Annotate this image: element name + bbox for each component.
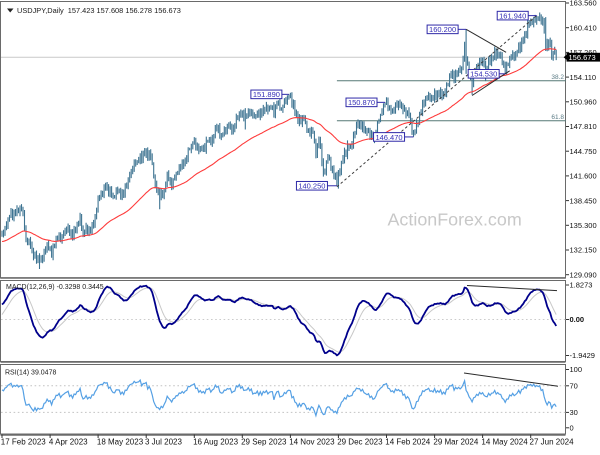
svg-text:61.8: 61.8 <box>551 114 564 121</box>
svg-text:100: 100 <box>570 365 583 374</box>
svg-text:4 Apr 2023: 4 Apr 2023 <box>49 437 88 446</box>
svg-text:38.2: 38.2 <box>551 74 564 81</box>
svg-text:14 May 2024: 14 May 2024 <box>481 437 528 446</box>
svg-text:154.530: 154.530 <box>470 70 497 79</box>
svg-text:140.250: 140.250 <box>298 182 325 191</box>
svg-text:160.410: 160.410 <box>570 23 597 32</box>
svg-text:144.750: 144.750 <box>570 147 597 156</box>
svg-text:132.150: 132.150 <box>570 246 597 255</box>
svg-text:0.00: 0.00 <box>570 315 585 324</box>
svg-text:16 Aug 2023: 16 Aug 2023 <box>193 437 238 446</box>
svg-text:147.810: 147.810 <box>570 122 597 131</box>
svg-text:0: 0 <box>570 423 574 432</box>
svg-text:3 Jul 2023: 3 Jul 2023 <box>145 437 182 446</box>
svg-text:160.200: 160.200 <box>429 25 456 34</box>
svg-text:163.560: 163.560 <box>570 0 597 8</box>
svg-text:27 Jun 2024: 27 Jun 2024 <box>530 437 575 446</box>
svg-text:14 Feb 2024: 14 Feb 2024 <box>385 437 430 446</box>
svg-text:138.450: 138.450 <box>570 196 597 205</box>
svg-text:135.300: 135.300 <box>570 221 597 230</box>
svg-text:29 Dec 2023: 29 Dec 2023 <box>337 437 383 446</box>
svg-text:14 Nov 2023: 14 Nov 2023 <box>289 437 335 446</box>
svg-text:ActionForex.com: ActionForex.com <box>388 210 522 230</box>
svg-text:150.960: 150.960 <box>570 98 597 107</box>
svg-text:161.940: 161.940 <box>499 12 526 21</box>
svg-text:USDJPY,Daily 157.423 157.608: USDJPY,Daily 157.423 157.608 156.278 156… <box>17 6 181 15</box>
svg-text:17 Feb 2023: 17 Feb 2023 <box>1 437 46 446</box>
svg-text:18 May 2023: 18 May 2023 <box>97 437 144 446</box>
svg-text:MACD(12,26,9) -0.3298 0.3445: MACD(12,26,9) -0.3298 0.3445 <box>6 284 104 291</box>
svg-text:141.600: 141.600 <box>570 172 597 181</box>
svg-text:RSI(14) 39.0478: RSI(14) 39.0478 <box>5 370 56 377</box>
svg-text:151.890: 151.890 <box>253 90 280 99</box>
svg-text:29 Sep 2023: 29 Sep 2023 <box>241 437 287 446</box>
svg-text:150.870: 150.870 <box>348 98 375 107</box>
svg-text:129.090: 129.090 <box>570 270 597 279</box>
svg-text:-1.9429: -1.9429 <box>570 351 595 360</box>
svg-text:146.470: 146.470 <box>375 133 402 142</box>
svg-text:1.8273: 1.8273 <box>570 281 593 290</box>
svg-text:29 Mar 2024: 29 Mar 2024 <box>433 437 478 446</box>
svg-text:156.673: 156.673 <box>569 53 596 62</box>
svg-text:154.110: 154.110 <box>570 73 597 82</box>
svg-text:70: 70 <box>570 381 578 390</box>
svg-text:30: 30 <box>570 408 578 417</box>
